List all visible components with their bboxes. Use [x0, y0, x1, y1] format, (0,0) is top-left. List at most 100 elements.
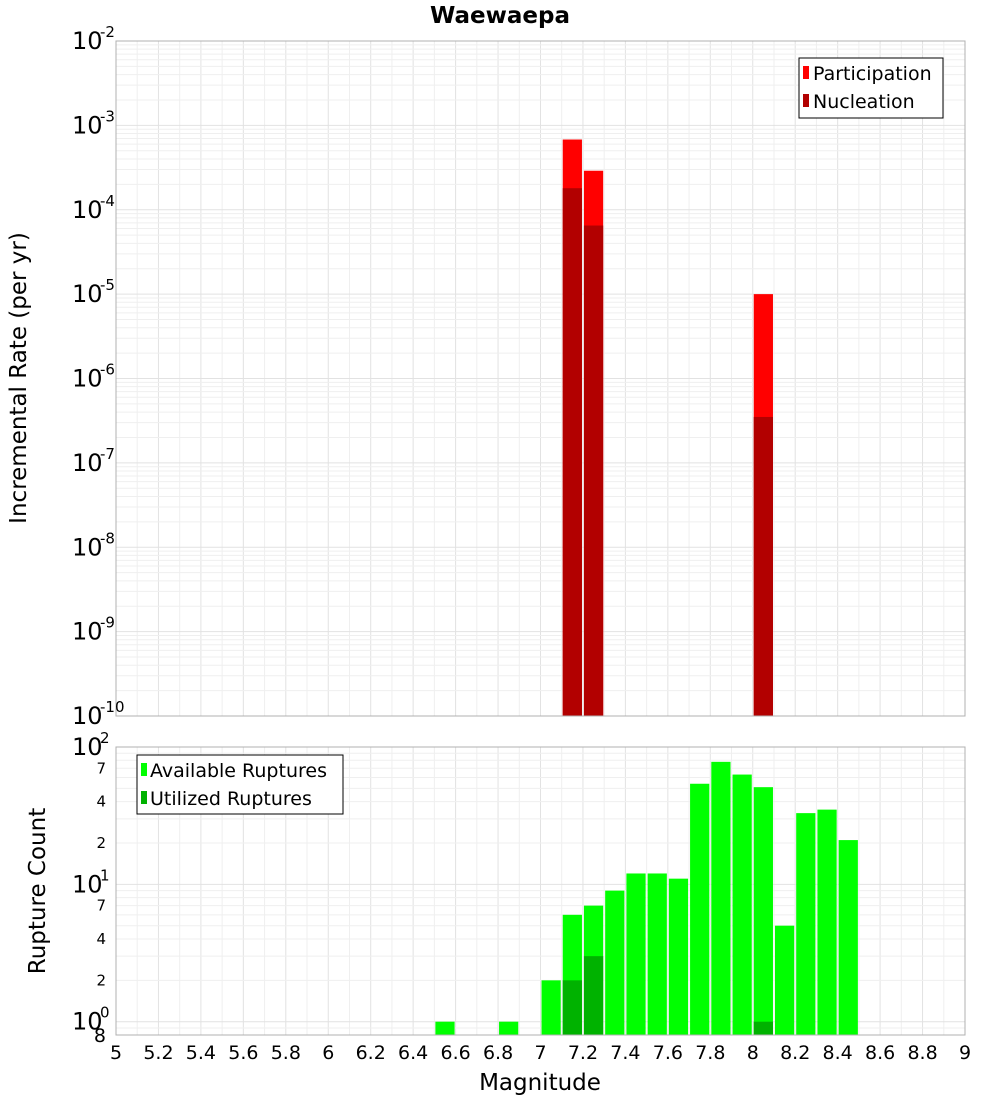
x-tick-label: 5.6	[228, 1042, 258, 1064]
x-tick-label: 8.4	[823, 1042, 853, 1064]
nucleation-bar	[562, 188, 582, 717]
top-y-tick-exponent: -4	[100, 192, 115, 210]
bottom-plot-border	[115, 746, 966, 1036]
available-ruptures-bar	[732, 774, 752, 1035]
utilized-ruptures-bar	[562, 980, 582, 1035]
top-legend-box	[798, 57, 944, 119]
legend-label-participation: Participation	[813, 63, 932, 85]
x-tick-label: 7	[534, 1042, 546, 1064]
bottom-bars	[435, 761, 858, 1035]
top-y-tick-exponent: -10	[100, 698, 125, 716]
top-y-tick-exponent: -7	[100, 445, 115, 463]
x-tick-label: 5.2	[143, 1042, 173, 1064]
bottom-legend: Available Ruptures Utilized Ruptures	[136, 754, 344, 815]
x-tick-label: 6	[322, 1042, 334, 1064]
x-tick-label: 5.8	[271, 1042, 301, 1064]
bottom-y-tick-base: 10	[72, 1008, 103, 1036]
legend-swatch-utilized-ruptures	[141, 791, 147, 804]
legend-label-available-ruptures: Available Ruptures	[150, 760, 327, 782]
top-y-tick-exponent: -5	[100, 276, 115, 294]
x-tick-label: 6.2	[356, 1042, 386, 1064]
top-y-tick-exponent: -2	[100, 23, 115, 41]
available-ruptures-bar	[499, 1021, 519, 1035]
top-y-tick-exponent: -6	[100, 361, 115, 379]
top-legend: Participation Nucleation	[798, 57, 944, 119]
top-y-tick-base: 10	[72, 533, 103, 561]
available-ruptures-bar	[817, 809, 837, 1035]
x-tick-label: 5	[110, 1042, 122, 1064]
top-y-tick: 10-6	[72, 361, 115, 393]
bottom-y-tick-exponent: 2	[100, 729, 110, 747]
legend-swatch-nucleation	[803, 94, 809, 107]
available-ruptures-bar	[753, 787, 773, 1035]
top-y-tick: 10-4	[72, 192, 115, 224]
legend-label-nucleation: Nucleation	[813, 91, 915, 113]
top-y-tick: 10-9	[72, 614, 115, 646]
top-y-tick-exponent: -9	[100, 614, 115, 632]
available-ruptures-bar	[796, 813, 816, 1035]
available-ruptures-bar	[541, 980, 561, 1035]
available-ruptures-bar	[605, 890, 625, 1035]
top-y-tick-base: 10	[72, 449, 103, 477]
bottom-y-tick-exponent: 1	[100, 866, 110, 884]
x-tick-labels: 5 5.2 5.4 5.6 5.8 6 6.2 6.4 6.6 6.8 7 7.2 7.4 7.6 7.8 8…	[110, 1042, 971, 1064]
top-y-tick-exponent: -8	[100, 529, 115, 547]
top-y-tick-base: 10	[72, 196, 103, 224]
top-plot-border	[115, 40, 966, 717]
top-y-tick: 10-10	[72, 698, 125, 730]
top-y-tick-base: 10	[72, 280, 103, 308]
bottom-y-major-tick: 101	[72, 866, 110, 898]
top-y-tick-base: 10	[72, 702, 103, 730]
x-tick-label: 7.6	[653, 1042, 683, 1064]
top-y-tick-exponent: -3	[100, 107, 115, 125]
bottom-y-major-tick: 100	[72, 1004, 110, 1036]
bottom-legend-box	[136, 754, 344, 815]
available-ruptures-bar	[647, 873, 667, 1035]
x-tick-label: 6.4	[398, 1042, 428, 1064]
top-y-tick: 10-3	[72, 107, 115, 139]
legend-label-utilized-ruptures: Utilized Ruptures	[150, 788, 312, 810]
top-gridlines	[115, 41, 966, 717]
legend-swatch-available-ruptures	[141, 763, 147, 776]
top-y-tick-base: 10	[72, 27, 103, 55]
top-y-tick-base: 10	[72, 618, 103, 646]
bottom-y-tick-exponent: 0	[100, 1004, 110, 1022]
bottom-y-minor-tick: 4	[96, 930, 106, 948]
bottom-y-axis-label: Rupture Count	[25, 808, 51, 974]
available-ruptures-bar	[711, 761, 731, 1035]
x-tick-label: 9	[959, 1042, 971, 1064]
legend-swatch-participation	[803, 66, 809, 79]
x-tick-label: 8.2	[780, 1042, 810, 1064]
x-tick-label: 8	[747, 1042, 759, 1064]
x-tick-label: 7.4	[610, 1042, 640, 1064]
available-ruptures-bar	[838, 840, 858, 1035]
top-y-tick: 10-5	[72, 276, 115, 308]
x-tick-label: 8.6	[865, 1042, 895, 1064]
top-bars	[562, 139, 773, 717]
bottom-y-minor-tick: 4	[96, 793, 106, 811]
available-ruptures-bar	[774, 925, 795, 1035]
bottom-y-minor-tick: 2	[96, 834, 106, 852]
available-ruptures-bar	[668, 878, 689, 1035]
available-ruptures-bar	[435, 1021, 455, 1035]
bottom-y-tick-base: 10	[72, 733, 103, 761]
x-tick-label: 7.2	[568, 1042, 598, 1064]
utilized-ruptures-bar	[753, 1021, 773, 1035]
available-ruptures-bar	[626, 873, 646, 1035]
top-y-tick-base: 10	[72, 111, 103, 139]
bottom-y-tick-base: 10	[72, 870, 103, 898]
nucleation-bar	[583, 225, 604, 716]
utilized-ruptures-bar	[583, 956, 604, 1035]
bottom-y-minor-tick: 7	[96, 897, 106, 915]
bottom-y-minor-tick: 7	[96, 759, 106, 777]
nucleation-bar	[753, 416, 773, 716]
x-tick-label: 5.4	[186, 1042, 216, 1064]
top-y-tick: 10-2	[72, 23, 115, 55]
x-tick-label: 6.8	[483, 1042, 513, 1064]
x-tick-label: 6.6	[440, 1042, 470, 1064]
x-tick-label: 8.8	[907, 1042, 937, 1064]
top-y-axis-label: Incremental Rate (per yr)	[6, 232, 32, 524]
